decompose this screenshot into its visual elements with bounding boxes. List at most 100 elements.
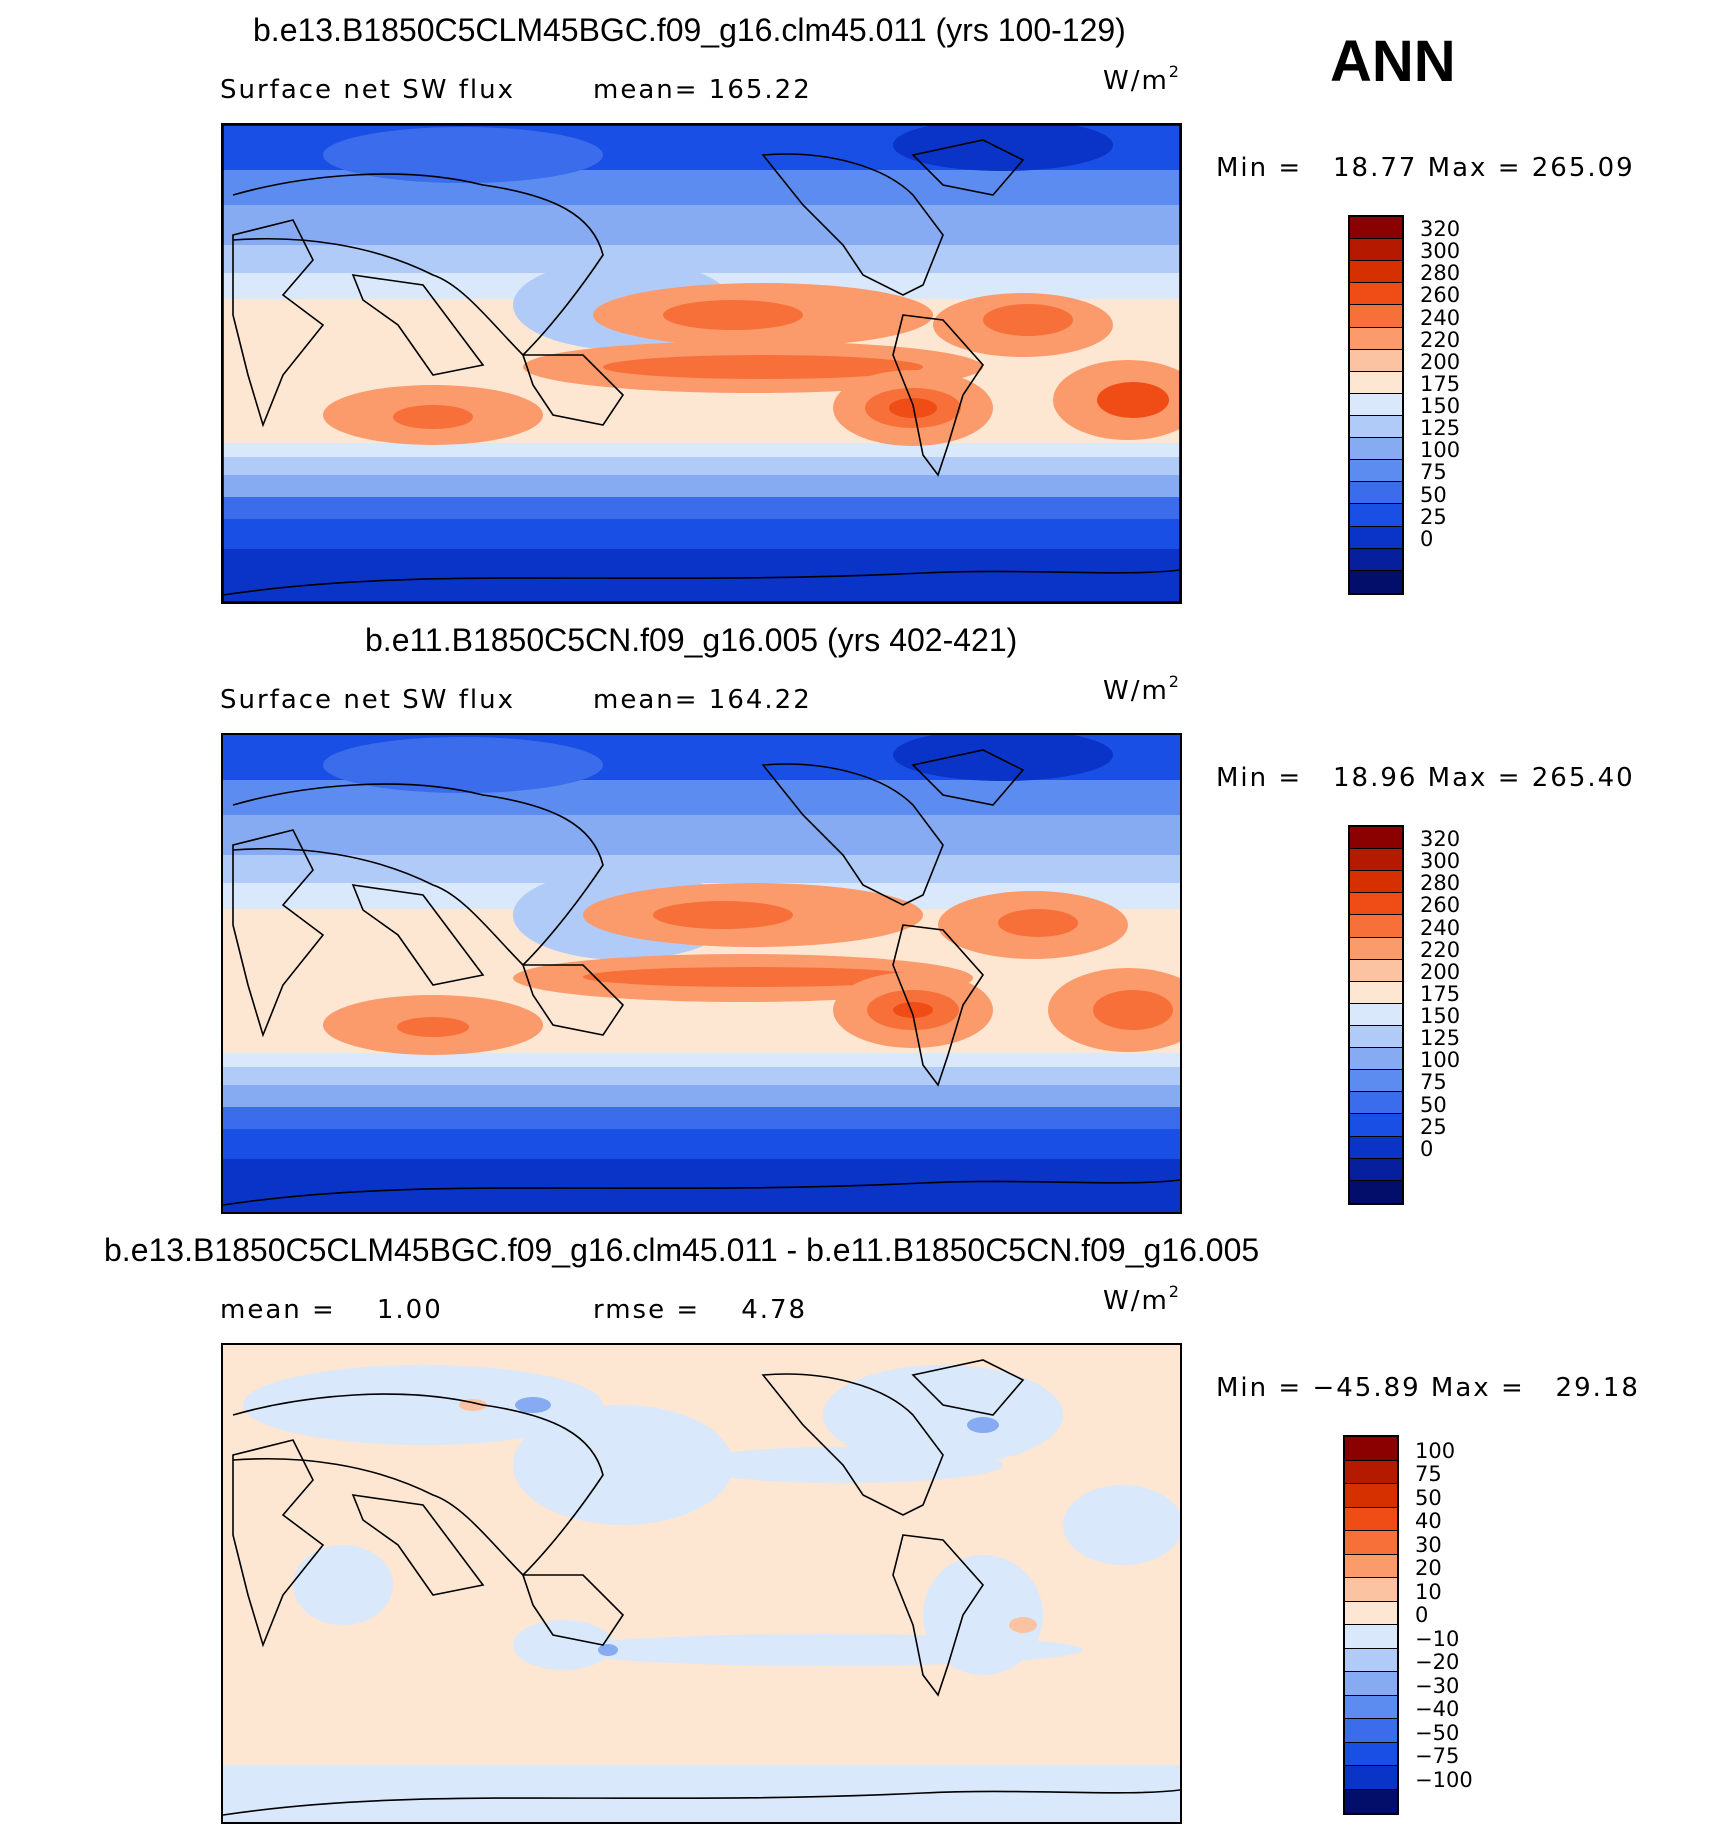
colorbar-tick-label: 30 xyxy=(1415,1532,1442,1557)
colorbar-swatch xyxy=(1350,959,1402,982)
colorbar-swatch xyxy=(1350,1048,1402,1071)
panel-1-title: b.e13.B1850C5CLM45BGC.f09_g16.clm45.011 … xyxy=(253,12,1126,48)
panel-2-minmax: Min = 18.96 Max = 265.40 xyxy=(1216,763,1635,793)
colorbar-tick-label: 0 xyxy=(1420,526,1434,551)
panel-1-mean-label: mean= 165.22 xyxy=(593,75,812,105)
panel-2-unit-label: W/m2 xyxy=(1103,672,1181,706)
colorbar-swatch xyxy=(1345,1695,1397,1719)
colorbar-tick-label: 220 xyxy=(1420,327,1461,352)
panel-1-colorbar xyxy=(1348,215,1404,595)
colorbar-swatch xyxy=(1350,1092,1402,1115)
colorbar-tick-label: 200 xyxy=(1420,959,1461,984)
colorbar-swatch xyxy=(1350,438,1402,461)
colorbar-swatch xyxy=(1345,1507,1397,1531)
colorbar-swatch xyxy=(1350,849,1402,872)
colorbar-swatch xyxy=(1350,504,1402,527)
colorbar-swatch xyxy=(1350,827,1402,850)
panel-2-title: b.e11.B1850C5CN.f09_g16.005 (yrs 402-421… xyxy=(365,622,1018,658)
panel-1-minmax: Min = 18.77 Max = 265.09 xyxy=(1216,153,1635,183)
colorbar-tick-label: 175 xyxy=(1420,981,1461,1006)
colorbar-tick-label: 20 xyxy=(1415,1556,1442,1580)
panel-2-mean-label: mean= 164.22 xyxy=(593,685,812,715)
colorbar-tick-label: 150 xyxy=(1420,1004,1461,1029)
colorbar-swatch xyxy=(1350,305,1402,328)
colorbar-swatch xyxy=(1350,283,1402,306)
colorbar-tick-label: −20 xyxy=(1415,1650,1460,1674)
panel-2-map xyxy=(221,733,1182,1214)
colorbar-tick-label: 125 xyxy=(1420,1026,1461,1051)
colorbar-tick-label: 280 xyxy=(1420,261,1461,286)
colorbar-tick-label: 220 xyxy=(1420,937,1461,962)
colorbar-tick-label: 300 xyxy=(1420,849,1461,874)
panel-1-map xyxy=(221,123,1182,604)
colorbar-swatch xyxy=(1350,1114,1402,1137)
colorbar-swatch xyxy=(1350,1003,1402,1026)
colorbar-swatch xyxy=(1345,1437,1397,1461)
panel-3-minmax: Min = −45.89 Max = 29.18 xyxy=(1216,1373,1640,1403)
panel-3-title: b.e13.B1850C5CLM45BGC.f09_g16.clm45.011 … xyxy=(104,1232,1260,1268)
colorbar-swatch xyxy=(1350,570,1402,593)
colorbar-tick-label: 50 xyxy=(1420,482,1447,507)
colorbar-swatch xyxy=(1345,1601,1397,1625)
colorbar-swatch xyxy=(1350,1070,1402,1093)
colorbar-swatch xyxy=(1350,526,1402,549)
colorbar-swatch xyxy=(1350,261,1402,284)
colorbar-tick-label: 240 xyxy=(1420,915,1461,940)
colorbar-swatch xyxy=(1350,548,1402,571)
colorbar-swatch xyxy=(1345,1554,1397,1578)
colorbar-swatch xyxy=(1345,1460,1397,1484)
panel-3-map xyxy=(221,1343,1182,1824)
colorbar-swatch xyxy=(1350,482,1402,505)
colorbar-tick-label: 125 xyxy=(1420,416,1461,441)
colorbar-swatch xyxy=(1350,371,1402,394)
colorbar-swatch xyxy=(1350,349,1402,372)
colorbar-tick-label: −100 xyxy=(1415,1767,1473,1792)
colorbar-tick-label: 320 xyxy=(1420,217,1461,242)
colorbar-swatch xyxy=(1350,981,1402,1004)
colorbar-swatch xyxy=(1345,1766,1397,1790)
panel-2-colorbar xyxy=(1348,825,1404,1205)
colorbar-tick-label: 100 xyxy=(1420,1048,1461,1073)
colorbar-swatch xyxy=(1350,1158,1402,1181)
colorbar-swatch xyxy=(1350,893,1402,916)
panel-1-unit-label: W/m2 xyxy=(1103,62,1181,96)
panel-3-mean-label: mean = 1.00 xyxy=(220,1295,443,1325)
colorbar-swatch xyxy=(1350,239,1402,262)
colorbar-tick-label: 200 xyxy=(1420,349,1461,374)
colorbar-tick-label: 0 xyxy=(1420,1136,1434,1161)
colorbar-swatch xyxy=(1350,460,1402,483)
colorbar-swatch xyxy=(1345,1625,1397,1649)
colorbar-tick-label: 240 xyxy=(1420,305,1461,330)
panel-3-unit-label: W/m2 xyxy=(1103,1282,1181,1316)
colorbar-swatch xyxy=(1350,1025,1402,1049)
panel-2-variable-label: Surface net SW flux xyxy=(220,685,515,715)
colorbar-swatch xyxy=(1345,1484,1397,1508)
colorbar-tick-label: 260 xyxy=(1420,283,1461,308)
colorbar-tick-label: 25 xyxy=(1420,504,1447,529)
season-label: ANN xyxy=(1330,29,1456,94)
colorbar-tick-label: −30 xyxy=(1415,1673,1460,1698)
colorbar-swatch xyxy=(1350,217,1402,240)
colorbar-swatch xyxy=(1345,1672,1397,1696)
colorbar-tick-label: 175 xyxy=(1420,371,1461,396)
panel-3-colorbar xyxy=(1343,1435,1399,1815)
colorbar-tick-label: 320 xyxy=(1420,827,1461,852)
panel-3-rmse-label: rmse = 4.78 xyxy=(593,1295,808,1325)
colorbar-swatch xyxy=(1350,937,1402,960)
colorbar-swatch xyxy=(1345,1578,1397,1602)
colorbar-tick-label: 25 xyxy=(1420,1114,1447,1139)
colorbar-tick-label: 50 xyxy=(1420,1092,1447,1117)
colorbar-swatch xyxy=(1345,1648,1397,1672)
colorbar-swatch xyxy=(1345,1719,1397,1743)
colorbar-swatch xyxy=(1350,1180,1402,1203)
colorbar-swatch xyxy=(1350,915,1402,938)
colorbar-tick-label: 260 xyxy=(1420,893,1461,918)
colorbar-swatch xyxy=(1350,415,1402,439)
colorbar-tick-label: 150 xyxy=(1420,394,1461,419)
colorbar-swatch xyxy=(1350,1136,1402,1159)
colorbar-tick-label: 100 xyxy=(1420,438,1461,463)
colorbar-swatch xyxy=(1350,327,1402,350)
colorbar-swatch xyxy=(1350,871,1402,894)
colorbar-tick-label: −10 xyxy=(1415,1626,1460,1651)
colorbar-tick-label: −40 xyxy=(1415,1697,1460,1721)
